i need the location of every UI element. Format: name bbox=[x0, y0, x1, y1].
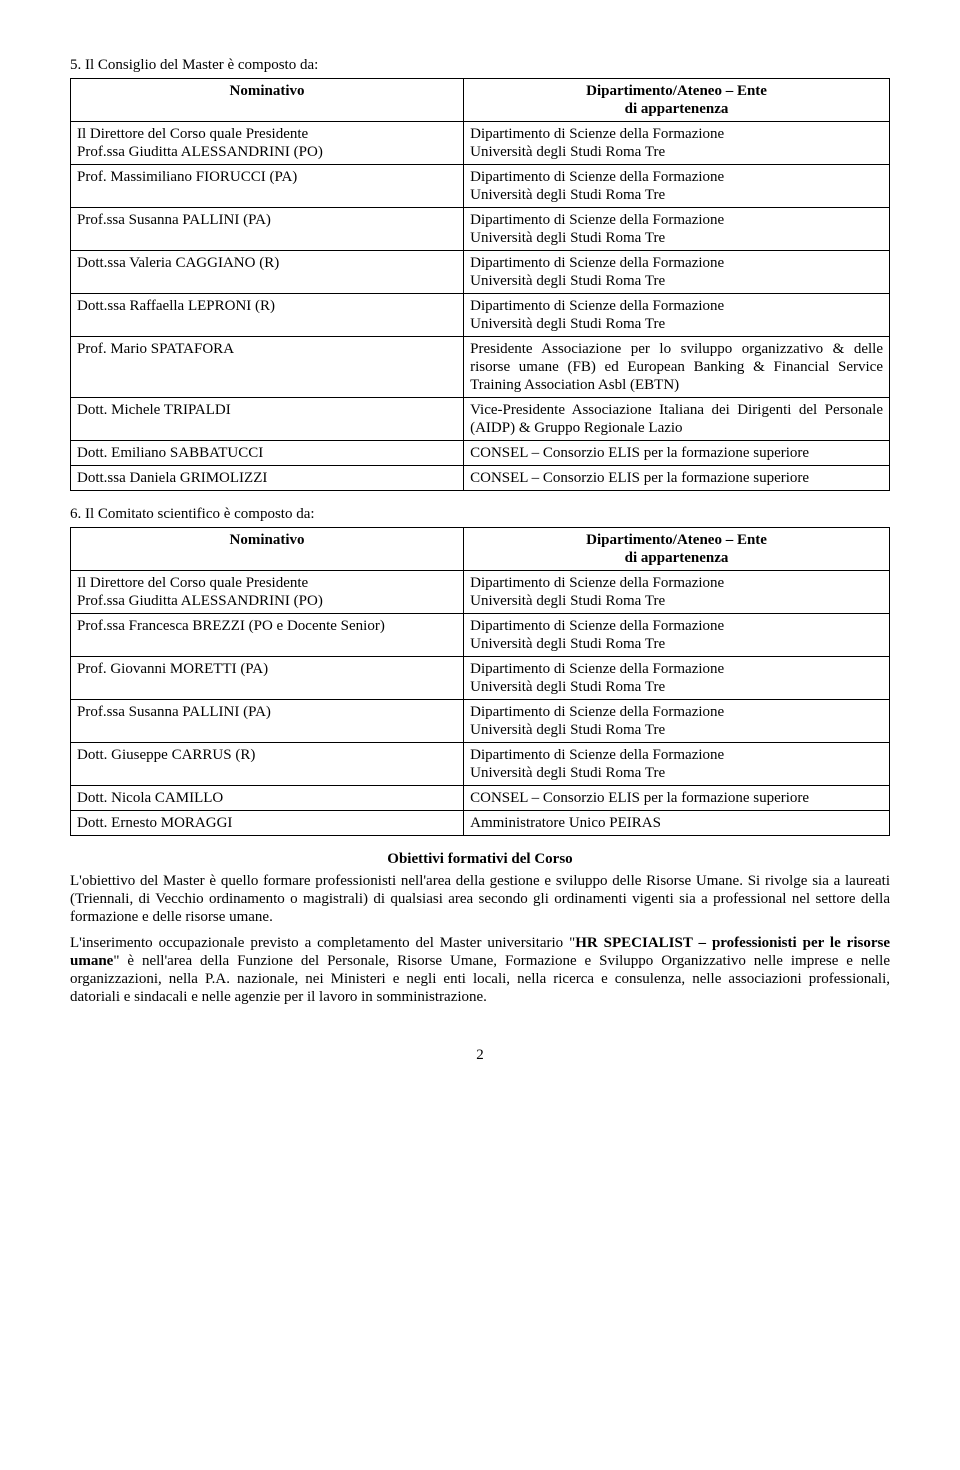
objectives-para1: L'obiettivo del Master è quello formare … bbox=[70, 872, 890, 926]
table-cell-left: Prof. Massimiliano FIORUCCI (PA) bbox=[71, 165, 464, 208]
section5-heading: 5. Il Consiglio del Master è composto da… bbox=[70, 56, 890, 74]
table-row: Dott. Ernesto MORAGGIAmministratore Unic… bbox=[71, 811, 890, 836]
table-cell-left: Dott. Giuseppe CARRUS (R) bbox=[71, 743, 464, 786]
table-cell-left: Il Direttore del Corso quale PresidenteP… bbox=[71, 122, 464, 165]
table-header-right: Dipartimento/Ateneo – Entedi appartenenz… bbox=[464, 79, 890, 122]
table-row: Prof.ssa Susanna PALLINI (PA)Dipartiment… bbox=[71, 700, 890, 743]
table-cell-right: Dipartimento di Scienze della Formazione… bbox=[464, 614, 890, 657]
page-number: 2 bbox=[70, 1046, 890, 1064]
table-row: Prof.ssa Francesca BREZZI (PO e Docente … bbox=[71, 614, 890, 657]
table-row: Dott.ssa Raffaella LEPRONI (R)Dipartimen… bbox=[71, 294, 890, 337]
objectives-para2: L'inserimento occupazionale previsto a c… bbox=[70, 934, 890, 1006]
objectives-title: Obiettivi formativi del Corso bbox=[70, 850, 890, 868]
objectives-para2-suffix: " è nell'area della Funzione del Persona… bbox=[70, 953, 890, 1005]
table-cell-right: CONSEL – Consorzio ELIS per la formazion… bbox=[464, 441, 890, 466]
table-cell-left: Prof. Giovanni MORETTI (PA) bbox=[71, 657, 464, 700]
table-cell-left: Dott. Ernesto MORAGGI bbox=[71, 811, 464, 836]
table-cell-left: Prof.ssa Susanna PALLINI (PA) bbox=[71, 208, 464, 251]
table-header-left: Nominativo bbox=[71, 79, 464, 122]
table-cell-right: Vice-Presidente Associazione Italiana de… bbox=[464, 398, 890, 441]
table-cell-left: Dott.ssa Raffaella LEPRONI (R) bbox=[71, 294, 464, 337]
section6-heading: 6. Il Comitato scientifico è composto da… bbox=[70, 505, 890, 523]
table-cell-left: Prof.ssa Francesca BREZZI (PO e Docente … bbox=[71, 614, 464, 657]
table-cell-right: Dipartimento di Scienze della Formazione… bbox=[464, 294, 890, 337]
table-row: Dott. Giuseppe CARRUS (R)Dipartimento di… bbox=[71, 743, 890, 786]
table-cell-left: Dott.ssa Daniela GRIMOLIZZI bbox=[71, 466, 464, 491]
objectives-para2-prefix: L'inserimento occupazionale previsto a c… bbox=[70, 935, 575, 951]
table-cell-left: Prof.ssa Susanna PALLINI (PA) bbox=[71, 700, 464, 743]
table-header-right: Dipartimento/Ateneo – Entedi appartenenz… bbox=[464, 528, 890, 571]
table-row: Dott.ssa Daniela GRIMOLIZZICONSEL – Cons… bbox=[71, 466, 890, 491]
section5-table: NominativoDipartimento/Ateneo – Entedi a… bbox=[70, 78, 890, 491]
table-row: Prof. Massimiliano FIORUCCI (PA)Dipartim… bbox=[71, 165, 890, 208]
section6-table: NominativoDipartimento/Ateneo – Entedi a… bbox=[70, 527, 890, 836]
table-row: Il Direttore del Corso quale PresidenteP… bbox=[71, 122, 890, 165]
table-cell-right: Dipartimento di Scienze della Formazione… bbox=[464, 165, 890, 208]
table-cell-left: Il Direttore del Corso quale PresidenteP… bbox=[71, 571, 464, 614]
table-row: Prof. Giovanni MORETTI (PA)Dipartimento … bbox=[71, 657, 890, 700]
table-cell-right: CONSEL – Consorzio ELIS per la formazion… bbox=[464, 466, 890, 491]
table-cell-right: Dipartimento di Scienze della Formazione… bbox=[464, 122, 890, 165]
table-cell-right: Dipartimento di Scienze della Formazione… bbox=[464, 251, 890, 294]
table-header-left: Nominativo bbox=[71, 528, 464, 571]
table-cell-right: Presidente Associazione per lo sviluppo … bbox=[464, 337, 890, 398]
table-row: Dott. Emiliano SABBATUCCICONSEL – Consor… bbox=[71, 441, 890, 466]
table-row: Dott.ssa Valeria CAGGIANO (R)Dipartiment… bbox=[71, 251, 890, 294]
table-cell-right: Amministratore Unico PEIRAS bbox=[464, 811, 890, 836]
table-cell-right: Dipartimento di Scienze della Formazione… bbox=[464, 657, 890, 700]
table-cell-right: Dipartimento di Scienze della Formazione… bbox=[464, 700, 890, 743]
table-row: Il Direttore del Corso quale PresidenteP… bbox=[71, 571, 890, 614]
table-row: Prof.ssa Susanna PALLINI (PA)Dipartiment… bbox=[71, 208, 890, 251]
table-cell-right: CONSEL – Consorzio ELIS per la formazion… bbox=[464, 786, 890, 811]
table-row: Prof. Mario SPATAFORAPresidente Associaz… bbox=[71, 337, 890, 398]
table-cell-left: Dott.ssa Valeria CAGGIANO (R) bbox=[71, 251, 464, 294]
table-cell-left: Dott. Michele TRIPALDI bbox=[71, 398, 464, 441]
table-row: Dott. Michele TRIPALDIVice-Presidente As… bbox=[71, 398, 890, 441]
table-row: Dott. Nicola CAMILLOCONSEL – Consorzio E… bbox=[71, 786, 890, 811]
table-cell-right: Dipartimento di Scienze della Formazione… bbox=[464, 208, 890, 251]
table-cell-left: Prof. Mario SPATAFORA bbox=[71, 337, 464, 398]
table-cell-right: Dipartimento di Scienze della Formazione… bbox=[464, 571, 890, 614]
table-cell-left: Dott. Nicola CAMILLO bbox=[71, 786, 464, 811]
table-cell-left: Dott. Emiliano SABBATUCCI bbox=[71, 441, 464, 466]
table-cell-right: Dipartimento di Scienze della Formazione… bbox=[464, 743, 890, 786]
